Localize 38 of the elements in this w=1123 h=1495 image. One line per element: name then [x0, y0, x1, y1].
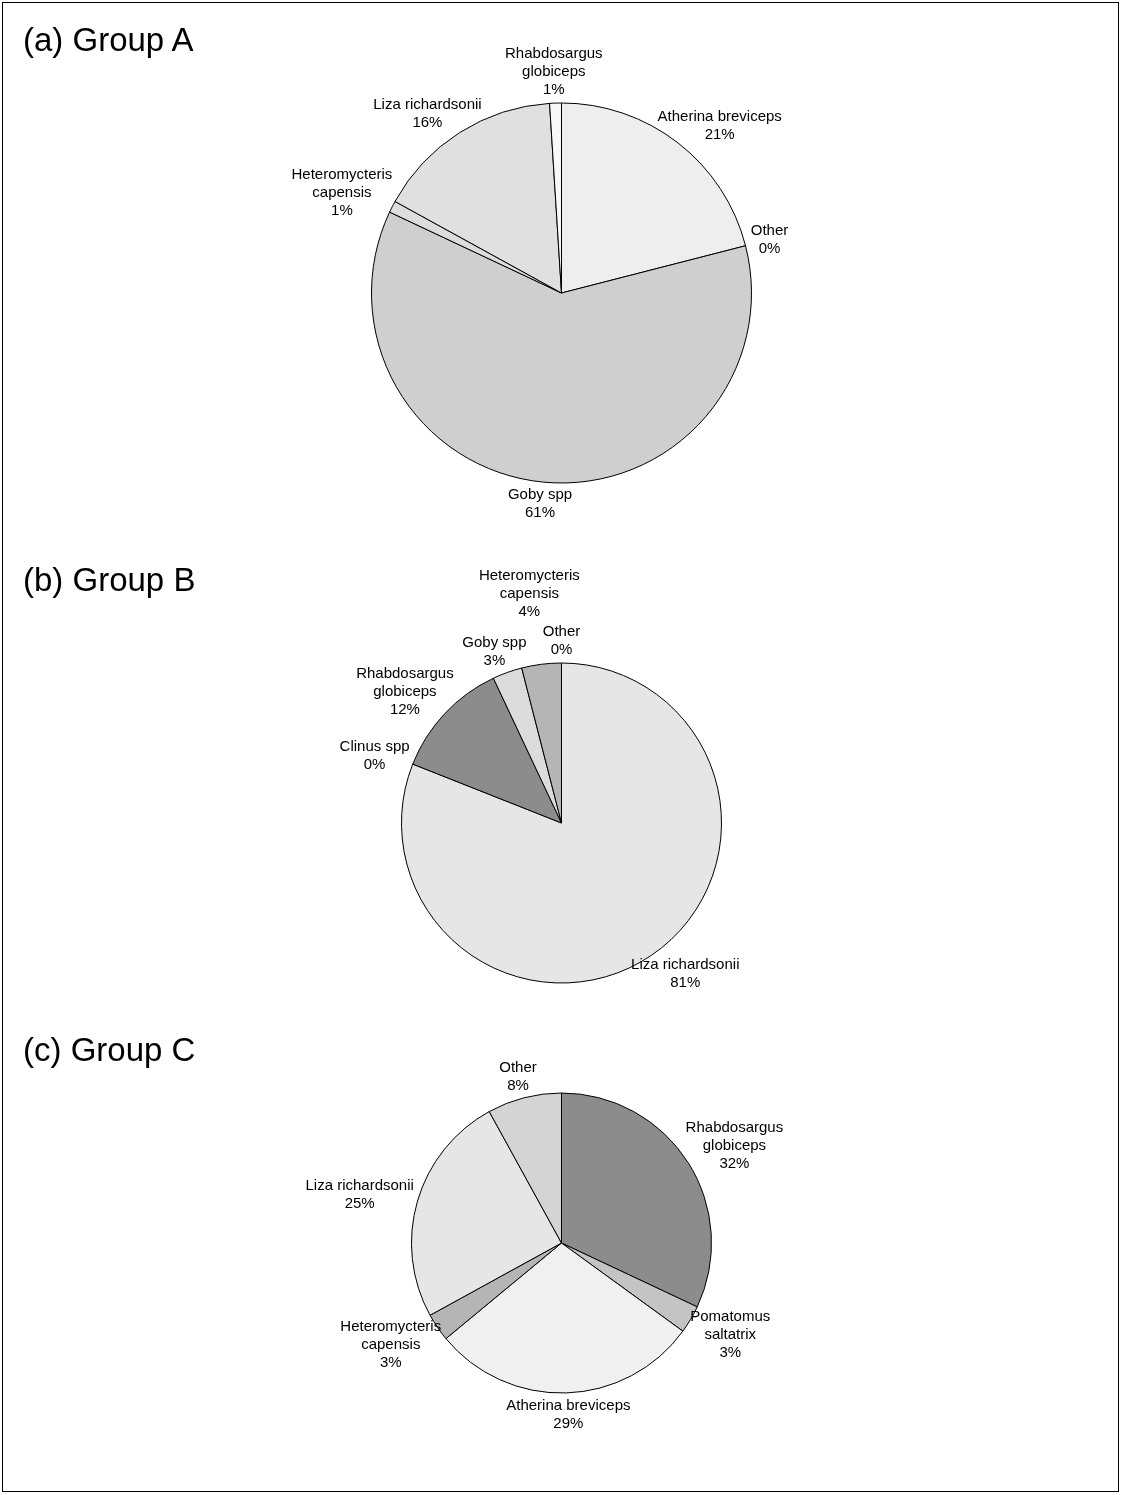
category-label: Other	[750, 221, 789, 239]
data-label: 32%	[719, 1154, 750, 1172]
data-label: 3%	[719, 1343, 742, 1361]
text: 0%	[363, 755, 386, 773]
text: 0%	[758, 239, 781, 257]
slice-label: Goby spp	[462, 632, 527, 650]
data-label: 81%	[670, 972, 701, 990]
chart-title: (a) Group A	[23, 21, 194, 59]
data-label: 3%	[483, 650, 506, 668]
data-label: 1%	[542, 80, 565, 98]
slice-label: Pomatomus saltatrix	[690, 1307, 771, 1343]
slice-label: Rhabdosargus globiceps	[505, 44, 603, 80]
slice-label: Other	[499, 1057, 537, 1075]
slice-label: Liza richardsonii	[373, 95, 482, 113]
data-label: 25%	[344, 1194, 375, 1212]
slice-label: Atherina breviceps	[657, 106, 782, 124]
chart-title: (c) Group C	[23, 1031, 196, 1069]
data-label: 29%	[553, 1414, 584, 1432]
data-label: 8%	[507, 1075, 529, 1093]
data-label: 4%	[518, 601, 541, 619]
data-label: 61%	[525, 503, 556, 521]
data-label: 1%	[331, 200, 353, 218]
slice-label: Atherina breviceps	[506, 1396, 631, 1414]
slice-label: Rhabdosargus globiceps	[685, 1118, 784, 1154]
category-label: Other	[542, 622, 581, 640]
data-label: 16%	[412, 113, 443, 131]
data-label: 21%	[704, 124, 735, 142]
data-label: 12%	[389, 700, 420, 718]
category-label: Clinus spp	[339, 737, 410, 755]
slice-label: Heteromycteris capensis	[478, 565, 580, 601]
chart-title: (b) Group B	[23, 561, 196, 599]
slice-label: Heteromycteris capensis	[291, 164, 393, 200]
slice-label: Liza richardsonii	[305, 1176, 414, 1194]
slice-label: Rhabdosargus globiceps	[356, 664, 454, 700]
slice-label: Goby spp	[507, 485, 573, 503]
slice-label: Liza richardsonii	[631, 954, 740, 972]
text: 0%	[550, 640, 573, 658]
data-label: 3%	[379, 1352, 402, 1370]
